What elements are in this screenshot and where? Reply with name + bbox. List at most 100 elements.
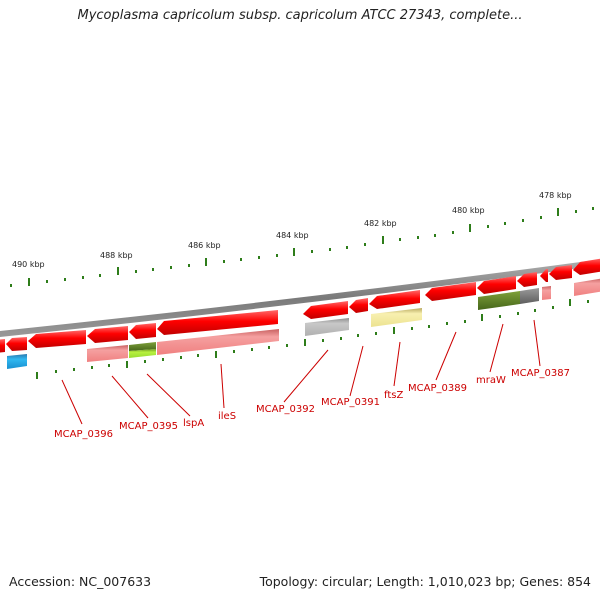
leader-line: [111, 375, 149, 419]
scale-tick-major: [117, 267, 119, 275]
gene-label-mcap-0387[interactable]: MCAP_0387: [511, 368, 570, 379]
scale-tick: [258, 256, 260, 259]
gene-label-ftsz[interactable]: ftsZ: [384, 390, 403, 401]
gene-box-dark-gray: [520, 288, 539, 304]
gene-box-pink: [574, 278, 600, 296]
gene-label-lspa[interactable]: lspA: [183, 418, 204, 429]
scale-tick: [399, 238, 401, 241]
gene-arrow: [0, 339, 5, 353]
gene-box-olive: [478, 291, 520, 310]
scale-tick: [162, 358, 164, 361]
gene-arrow: [129, 323, 156, 339]
gene-arrow: [28, 330, 86, 348]
scale-label-490: 490 kbp: [12, 260, 45, 269]
scale-label-482: 482 kbp: [364, 219, 397, 228]
scale-tick: [517, 312, 519, 315]
scale-label-484: 484 kbp: [276, 231, 309, 240]
scale-tick: [364, 243, 366, 246]
scale-label-480: 480 kbp: [452, 206, 485, 215]
scale-tick: [188, 264, 190, 267]
scale-tick: [64, 278, 66, 281]
gene-arrow: [87, 326, 128, 343]
genome-backbone: [0, 259, 600, 337]
scale-tick: [135, 270, 137, 273]
scale-tick: [223, 260, 225, 263]
scale-tick: [10, 284, 12, 287]
gene-box-lime: [129, 349, 156, 358]
scale-tick-major: [481, 314, 483, 321]
scale-tick: [552, 306, 554, 309]
gene-label-mcap-0389[interactable]: MCAP_0389: [408, 383, 467, 394]
scale-tick: [340, 337, 342, 340]
gene-arrow: [540, 269, 548, 282]
scale-tick: [575, 210, 577, 213]
map-title: Mycoplasma capricolum subsp. capricolum …: [77, 8, 523, 23]
scale-tick: [152, 268, 154, 271]
gene-arrow: [157, 310, 278, 335]
gene-label-iles[interactable]: ileS: [218, 411, 236, 422]
scale-tick-major: [393, 327, 395, 334]
scale-tick: [446, 322, 448, 325]
leader-line: [489, 323, 504, 373]
gene-arrow: [425, 282, 476, 301]
scale-tick: [452, 231, 454, 234]
scale-tick: [46, 280, 48, 283]
scale-tick: [522, 219, 524, 222]
accession-text: Accession: NC_007633: [9, 574, 152, 589]
scale-tick: [144, 360, 146, 363]
reverse-strand-genes: [7, 278, 600, 369]
genome-summary-text: Topology: circular; Length: 1,010,023 bp…: [259, 574, 591, 589]
leader-lines: [61, 319, 541, 425]
gene-arrow: [549, 265, 572, 280]
scale-tick: [251, 348, 253, 351]
gene-arrow: [303, 301, 348, 319]
scale-tick: [428, 325, 430, 328]
scale-tick: [487, 225, 489, 228]
gene-label-mraw[interactable]: mraW: [476, 375, 506, 386]
scale-tick-major: [382, 236, 384, 244]
gene-label-mcap-0395[interactable]: MCAP_0395: [119, 421, 178, 432]
scale-tick: [240, 258, 242, 261]
gene-box-olive: [129, 342, 156, 351]
gene-arrow: [573, 258, 600, 275]
leader-line: [435, 331, 457, 381]
inner-tick-ring: [36, 299, 589, 379]
scale-tick: [411, 327, 413, 330]
leader-line: [393, 341, 401, 387]
scale-tick: [534, 309, 536, 312]
scale-tick: [540, 216, 542, 219]
scale-tick-major: [304, 339, 306, 346]
gene-arrow: [517, 272, 537, 287]
scale-tick: [322, 339, 324, 342]
gene-label-mcap-0391[interactable]: MCAP_0391: [321, 397, 380, 408]
leader-line: [220, 363, 225, 409]
gene-arrow: [477, 276, 516, 294]
leader-line: [61, 379, 83, 425]
gene-box-cyan: [7, 354, 27, 369]
gene-box-pink: [87, 345, 128, 362]
scale-tick: [99, 274, 101, 277]
gene-label-mcap-0396[interactable]: MCAP_0396: [54, 429, 113, 440]
scale-tick: [434, 234, 436, 237]
gene-arrow: [349, 298, 368, 313]
scale-tick-major: [205, 258, 207, 266]
scale-tick: [464, 320, 466, 323]
scale-tick: [197, 354, 199, 357]
scale-tick-major: [569, 299, 571, 306]
scale-tick: [587, 300, 589, 303]
scale-tick-major: [126, 361, 128, 368]
gene-label-mcap-0392[interactable]: MCAP_0392: [256, 404, 315, 415]
gene-arrow: [369, 290, 420, 309]
gene-box-pink: [542, 286, 551, 300]
leader-line: [349, 345, 364, 397]
scale-tick: [346, 246, 348, 249]
scale-tick-major: [469, 224, 471, 232]
gene-box-gray: [305, 318, 349, 336]
scale-tick: [276, 254, 278, 257]
outer-tick-ring: [10, 207, 594, 287]
scale-tick: [170, 266, 172, 269]
scale-tick-major: [215, 351, 217, 358]
scale-tick: [417, 236, 419, 239]
scale-tick: [504, 222, 506, 225]
